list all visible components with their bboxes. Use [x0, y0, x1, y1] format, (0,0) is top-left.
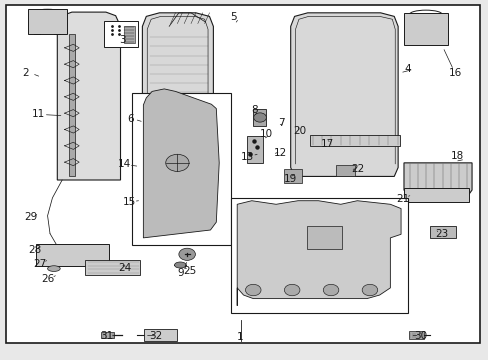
Ellipse shape	[47, 266, 60, 271]
Circle shape	[284, 284, 299, 296]
Polygon shape	[403, 13, 447, 45]
Text: 6: 6	[127, 113, 133, 123]
Text: 10: 10	[260, 129, 273, 139]
Polygon shape	[309, 135, 399, 146]
Text: 14: 14	[118, 159, 131, 169]
Circle shape	[165, 154, 189, 171]
Bar	[143, 329, 177, 341]
Polygon shape	[36, 244, 109, 266]
Polygon shape	[142, 13, 213, 176]
Polygon shape	[143, 89, 219, 238]
Polygon shape	[403, 188, 468, 202]
Text: 5: 5	[230, 12, 237, 22]
Text: 12: 12	[273, 148, 286, 158]
Text: 4: 4	[404, 64, 410, 73]
Text: 19: 19	[284, 174, 297, 184]
Polygon shape	[101, 332, 114, 338]
Text: 9: 9	[177, 268, 183, 278]
Text: 3: 3	[120, 35, 126, 45]
Text: 2: 2	[22, 68, 29, 78]
Bar	[230, 198, 407, 313]
Polygon shape	[28, 9, 67, 33]
Text: 32: 32	[149, 332, 163, 342]
Text: 13: 13	[240, 152, 254, 162]
Text: 23: 23	[434, 229, 447, 239]
Text: 20: 20	[292, 126, 305, 136]
Polygon shape	[284, 168, 301, 183]
Text: 25: 25	[183, 266, 196, 276]
Bar	[131, 93, 231, 245]
Text: 30: 30	[413, 332, 426, 342]
Polygon shape	[403, 163, 471, 197]
Bar	[104, 21, 137, 47]
Circle shape	[179, 248, 195, 260]
Text: 24: 24	[118, 263, 131, 273]
Text: 7: 7	[277, 118, 284, 128]
Polygon shape	[69, 33, 75, 176]
Polygon shape	[335, 165, 355, 176]
Text: 16: 16	[447, 68, 461, 78]
Circle shape	[323, 284, 338, 296]
Text: 8: 8	[250, 105, 257, 115]
Text: 21: 21	[396, 194, 409, 203]
Circle shape	[362, 284, 377, 296]
Text: 28: 28	[28, 246, 41, 255]
Text: 18: 18	[450, 151, 463, 161]
Polygon shape	[246, 136, 263, 163]
Circle shape	[245, 284, 261, 296]
Text: 1: 1	[237, 332, 244, 342]
Text: 11: 11	[32, 109, 45, 119]
Text: 17: 17	[320, 139, 334, 149]
Polygon shape	[85, 260, 140, 275]
Polygon shape	[57, 12, 120, 180]
Text: 22: 22	[351, 164, 364, 174]
Polygon shape	[131, 174, 139, 206]
Bar	[429, 226, 455, 238]
Text: 26: 26	[41, 274, 55, 284]
Bar	[306, 226, 341, 249]
Ellipse shape	[174, 262, 186, 268]
Text: 27: 27	[34, 258, 47, 269]
Text: 29: 29	[24, 212, 37, 222]
Polygon shape	[253, 109, 266, 126]
Polygon shape	[290, 13, 397, 176]
Text: 15: 15	[122, 197, 136, 207]
Polygon shape	[408, 332, 424, 339]
Text: 31: 31	[100, 332, 113, 342]
Bar	[123, 26, 134, 43]
Polygon shape	[237, 201, 400, 306]
Circle shape	[253, 113, 266, 122]
